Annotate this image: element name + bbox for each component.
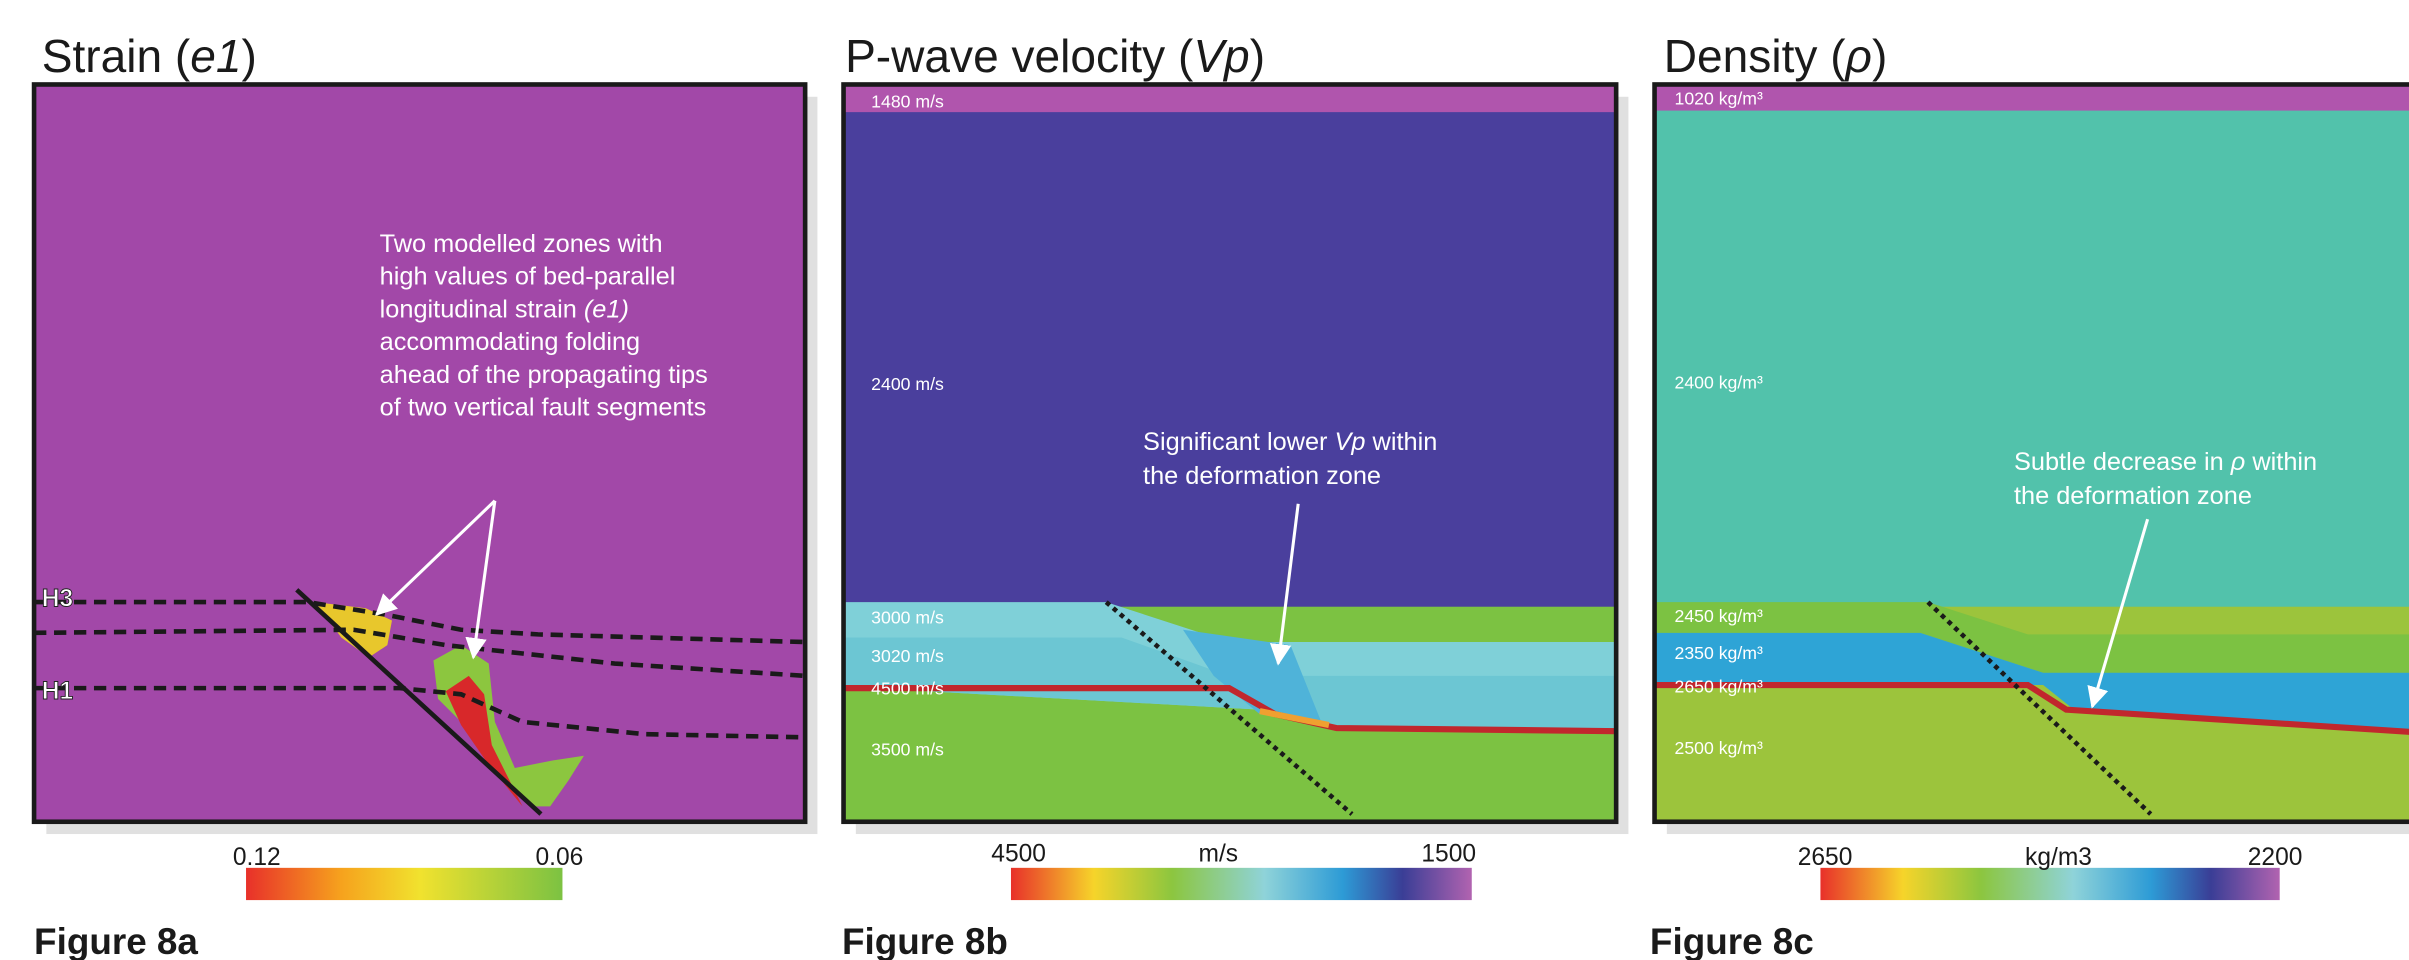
- annotation: Subtle decrease in ρ within: [2014, 448, 2317, 476]
- colorbar-label: 0.06: [535, 844, 583, 871]
- annotation-part: ρ: [2230, 448, 2246, 476]
- layer-boundary: [1259, 708, 1330, 729]
- annotation: ahead of the propagating tips: [380, 361, 708, 389]
- strain-zone: [445, 675, 523, 807]
- colorbar-label: kg/m3: [2025, 844, 2092, 871]
- annotation-part: Two modelled zones with: [380, 230, 663, 258]
- panel-title-part: ): [242, 30, 257, 82]
- annotation-part: the deformation zone: [2014, 482, 2252, 510]
- annotation: Significant lower Vp within: [1143, 428, 1437, 456]
- panel-title-part: ): [1872, 30, 1887, 82]
- layer-label: 3500 m/s: [871, 740, 944, 760]
- layer: [1654, 632, 2409, 732]
- panel-title-part: ): [1250, 30, 1265, 82]
- panel-title: Strain (e1): [42, 30, 257, 82]
- annotation-part: Vp: [1335, 428, 1366, 456]
- annotation-part: high values of bed-parallel: [380, 263, 676, 291]
- annotation: the deformation zone: [2014, 482, 2252, 510]
- layer: [843, 84, 1617, 113]
- figure-label: Figure 8b: [842, 921, 1008, 960]
- annotation-part: Subtle decrease in: [2014, 448, 2231, 476]
- annotation: the deformation zone: [1143, 462, 1381, 490]
- panel-b: [841, 82, 1629, 901]
- colorbar-label: m/s: [1199, 841, 1239, 868]
- layer: [1654, 602, 2409, 673]
- colorbar-label: 1500: [1421, 841, 1476, 868]
- colorbar: [1820, 867, 2280, 901]
- arrow: [375, 499, 496, 616]
- layer-label: 2400 m/s: [871, 374, 944, 394]
- layer: [843, 84, 1617, 607]
- layer-label: 2500 kg/m³: [1675, 738, 1763, 758]
- layer: [1654, 84, 2409, 607]
- layer: [1654, 84, 2409, 111]
- annotation-part: accommodating folding: [380, 328, 640, 356]
- figure-label: Figure 8c: [1650, 921, 1814, 960]
- annotation: Two modelled zones with: [380, 230, 663, 258]
- frame: [31, 82, 808, 825]
- layer-label: 3020 m/s: [871, 646, 944, 666]
- layer-boundary: [1654, 681, 2409, 735]
- panel-a: [31, 82, 818, 901]
- annotation-part: within: [1366, 428, 1438, 456]
- horizon-label: H1: [42, 678, 73, 705]
- layer-label: 4500 m/s: [871, 678, 944, 698]
- panel-title-part: Strain (: [42, 30, 191, 82]
- annotation-part: of two vertical fault segments: [380, 393, 707, 421]
- annotation-part: the deformation zone: [1143, 462, 1381, 490]
- arrow: [1269, 503, 1300, 666]
- fault-line: [295, 588, 543, 816]
- layer-label: 1480 m/s: [871, 92, 944, 112]
- fault-step: [1104, 600, 1354, 816]
- figure-label: Figure 8a: [34, 921, 198, 960]
- colorbar-label: 4500: [991, 841, 1046, 868]
- panel-c: [1652, 82, 2409, 901]
- arrow: [465, 500, 497, 660]
- frame: [841, 82, 1619, 825]
- layer-label: 1020 kg/m³: [1675, 88, 1763, 108]
- panel-title-part: P-wave velocity (: [845, 30, 1194, 82]
- layer-label: 2450 kg/m³: [1675, 606, 1763, 626]
- annotation-part: ahead of the propagating tips: [380, 361, 708, 389]
- panel-title-part: ρ: [1844, 30, 1872, 82]
- colorbar: [246, 867, 563, 901]
- horizon-line: [34, 685, 806, 740]
- layer-label: 2350 kg/m³: [1675, 643, 1763, 663]
- annotation-part: longitudinal strain: [380, 295, 584, 323]
- horizon-line: [34, 599, 806, 645]
- annotation-part: within: [2245, 448, 2317, 476]
- annotation: accommodating folding: [380, 328, 640, 356]
- horizon-label: H3: [42, 586, 73, 613]
- annotation: high values of bed-parallel: [380, 263, 676, 291]
- arrow: [2087, 518, 2150, 709]
- layer-label: 2400 kg/m³: [1675, 373, 1763, 393]
- annotation-part: (e1): [584, 295, 629, 323]
- layer-label: 3000 m/s: [871, 608, 944, 628]
- frame: [1652, 82, 2409, 825]
- panel-title-part: Vp: [1193, 30, 1249, 82]
- colorbar-label: 2650: [1798, 844, 1853, 871]
- panel-title: P-wave velocity (Vp): [845, 30, 1265, 82]
- horizon-line: [34, 627, 806, 679]
- panel-title-part: Density (: [1664, 30, 1846, 82]
- colorbar: [1010, 867, 1472, 901]
- annotation: of two vertical fault segments: [380, 393, 707, 421]
- panel-title: Density (ρ): [1664, 30, 1888, 82]
- panel-title-part: e1: [190, 30, 241, 82]
- annotation: longitudinal strain (e1): [380, 295, 629, 323]
- annotation-part: Significant lower: [1143, 428, 1334, 456]
- colorbar-label: 2200: [2248, 844, 2303, 871]
- model-background: [34, 84, 806, 822]
- colorbar-label: 0.12: [233, 844, 281, 871]
- layer-label: 2650 kg/m³: [1675, 677, 1763, 697]
